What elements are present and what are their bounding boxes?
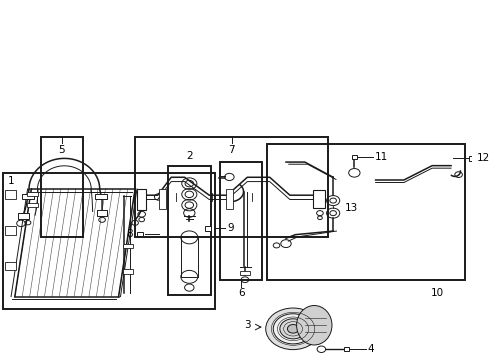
- Bar: [267, 144, 465, 280]
- Bar: [98, 210, 107, 216]
- Bar: [5, 190, 16, 199]
- Bar: [220, 162, 263, 280]
- Bar: [159, 189, 166, 209]
- Ellipse shape: [296, 306, 332, 345]
- Circle shape: [273, 314, 313, 344]
- Bar: [18, 213, 29, 219]
- Bar: [3, 173, 215, 309]
- Text: 13: 13: [345, 203, 358, 213]
- Bar: [41, 137, 83, 237]
- Bar: [343, 347, 349, 351]
- Bar: [23, 194, 34, 199]
- Bar: [351, 154, 357, 159]
- Bar: [5, 262, 16, 270]
- Text: 5: 5: [59, 145, 65, 155]
- Bar: [26, 203, 38, 207]
- Bar: [5, 226, 16, 234]
- Text: 6: 6: [238, 288, 245, 298]
- Bar: [205, 226, 211, 230]
- Bar: [135, 137, 328, 237]
- Bar: [138, 189, 146, 210]
- Text: 7: 7: [228, 145, 235, 155]
- Bar: [240, 271, 250, 275]
- Text: 1: 1: [8, 176, 14, 186]
- Text: 4: 4: [368, 344, 374, 354]
- Text: 8: 8: [126, 229, 133, 239]
- Bar: [123, 269, 133, 274]
- Text: 12: 12: [477, 153, 490, 163]
- Text: 9: 9: [227, 224, 234, 233]
- Bar: [123, 244, 133, 248]
- Bar: [96, 194, 107, 199]
- Text: 2: 2: [186, 151, 193, 161]
- Text: 10: 10: [430, 288, 443, 298]
- Circle shape: [280, 319, 306, 339]
- Bar: [313, 190, 325, 208]
- Bar: [137, 231, 143, 236]
- Bar: [181, 237, 198, 277]
- Text: 11: 11: [375, 152, 389, 162]
- Circle shape: [317, 346, 325, 352]
- Circle shape: [266, 308, 320, 350]
- Text: 3: 3: [244, 320, 250, 330]
- Bar: [168, 166, 211, 295]
- Circle shape: [288, 324, 299, 333]
- Bar: [26, 192, 38, 197]
- Bar: [469, 156, 475, 161]
- Bar: [226, 189, 233, 209]
